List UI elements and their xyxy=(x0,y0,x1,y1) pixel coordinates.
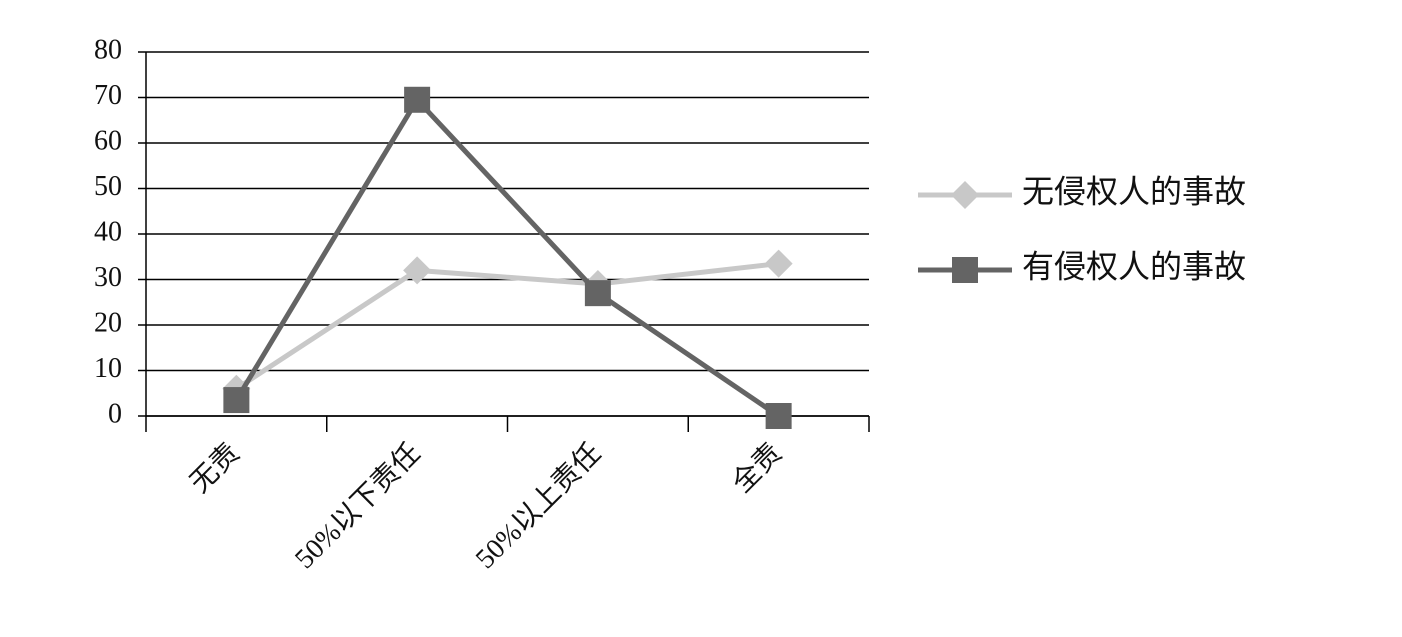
legend-label: 无侵权人的事故 xyxy=(1022,173,1246,209)
point-marker xyxy=(223,387,250,414)
point-marker xyxy=(584,280,611,307)
y-tick-label: 0 xyxy=(108,398,122,429)
series-line xyxy=(235,261,779,391)
point-marker xyxy=(404,86,431,113)
series-line xyxy=(234,97,781,419)
x-tick-label: 全责 xyxy=(726,437,788,499)
x-tick-label: 50%以下责任 xyxy=(288,437,426,575)
legend-label: 有侵权人的事故 xyxy=(1022,248,1246,284)
point-marker xyxy=(403,256,432,285)
y-tick-label: 60 xyxy=(94,125,122,156)
x-tick-label: 无责 xyxy=(184,437,246,499)
y-tick-label: 80 xyxy=(94,34,122,65)
y-tick-label: 30 xyxy=(94,262,122,293)
point-marker xyxy=(764,249,793,278)
x-tick-label: 50%以上责任 xyxy=(469,437,607,575)
legend-marker xyxy=(951,181,979,209)
legend-marker xyxy=(952,257,978,283)
y-tick-label: 50 xyxy=(94,171,122,202)
y-tick-label: 10 xyxy=(94,353,122,384)
point-marker xyxy=(765,403,792,429)
y-tick-label: 20 xyxy=(94,307,122,338)
y-tick-label: 70 xyxy=(94,80,122,111)
y-tick-label: 40 xyxy=(94,216,122,247)
